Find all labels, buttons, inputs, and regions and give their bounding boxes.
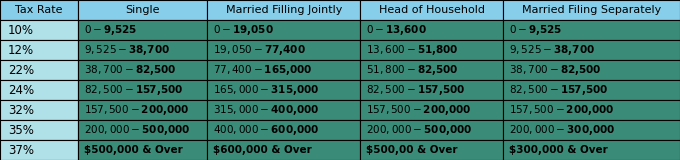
Text: $300,000 & Over: $300,000 & Over xyxy=(509,145,607,155)
Text: $600,000 & Over: $600,000 & Over xyxy=(213,145,311,155)
Text: $51,800 - $82,500: $51,800 - $82,500 xyxy=(366,63,458,77)
Bar xyxy=(503,60,680,80)
Bar xyxy=(207,140,360,160)
Bar xyxy=(78,80,207,100)
Bar xyxy=(360,120,503,140)
Text: $13,600 - $51,800: $13,600 - $51,800 xyxy=(366,43,458,57)
Text: $157,500 - $200,000: $157,500 - $200,000 xyxy=(366,103,471,117)
Text: $82,500 - $157,500: $82,500 - $157,500 xyxy=(366,83,465,97)
Text: $38,700 - $82,500: $38,700 - $82,500 xyxy=(84,63,176,77)
Text: $500,000 & Over: $500,000 & Over xyxy=(84,145,182,155)
Text: 22%: 22% xyxy=(8,64,34,76)
Text: $200,000 - $500,000: $200,000 - $500,000 xyxy=(84,123,190,137)
Text: 37%: 37% xyxy=(8,144,34,156)
Text: 32%: 32% xyxy=(8,104,34,116)
Bar xyxy=(0,100,78,120)
Text: Married Filing Separately: Married Filing Separately xyxy=(522,5,661,15)
Bar xyxy=(78,120,207,140)
Bar xyxy=(0,20,78,40)
Bar xyxy=(360,40,503,60)
Bar xyxy=(503,0,680,20)
Bar xyxy=(360,100,503,120)
Text: $200,000 - $300,000: $200,000 - $300,000 xyxy=(509,123,615,137)
Text: Married Filling Jointly: Married Filling Jointly xyxy=(226,5,342,15)
Text: $157,500 - $200,000: $157,500 - $200,000 xyxy=(84,103,189,117)
Text: $500,00 & Over: $500,00 & Over xyxy=(366,145,458,155)
Text: $200,000 - $500,000: $200,000 - $500,000 xyxy=(366,123,473,137)
Bar xyxy=(503,40,680,60)
Text: $82,500 - $157,500: $82,500 - $157,500 xyxy=(509,83,608,97)
Bar xyxy=(78,140,207,160)
Bar xyxy=(0,120,78,140)
Text: $77,400 - $165,000: $77,400 - $165,000 xyxy=(213,63,313,77)
Text: $165,000 - $315,000: $165,000 - $315,000 xyxy=(213,83,320,97)
Bar xyxy=(78,60,207,80)
Bar xyxy=(503,120,680,140)
Text: $0 - $9,525: $0 - $9,525 xyxy=(509,23,562,37)
Text: $9,525 - $38,700: $9,525 - $38,700 xyxy=(84,43,170,57)
Bar xyxy=(0,0,78,20)
Text: $19,050 - $77,400: $19,050 - $77,400 xyxy=(213,43,306,57)
Bar xyxy=(207,80,360,100)
Text: $400,000 - $600,000: $400,000 - $600,000 xyxy=(213,123,320,137)
Text: $0 - $13,600: $0 - $13,600 xyxy=(366,23,427,37)
Bar xyxy=(0,40,78,60)
Text: $315,000 - $400,000: $315,000 - $400,000 xyxy=(213,103,320,117)
Text: $0 - $19,050: $0 - $19,050 xyxy=(213,23,274,37)
Bar xyxy=(360,60,503,80)
Text: Head of Household: Head of Household xyxy=(379,5,485,15)
Bar xyxy=(503,140,680,160)
Bar xyxy=(503,100,680,120)
Bar xyxy=(207,40,360,60)
Bar xyxy=(207,60,360,80)
Bar xyxy=(78,100,207,120)
Bar xyxy=(207,120,360,140)
Text: $9,525 - $38,700: $9,525 - $38,700 xyxy=(509,43,595,57)
Bar xyxy=(503,20,680,40)
Bar xyxy=(0,140,78,160)
Bar xyxy=(78,40,207,60)
Bar xyxy=(503,80,680,100)
Text: $0 - $9,525: $0 - $9,525 xyxy=(84,23,137,37)
Text: 12%: 12% xyxy=(8,44,34,56)
Bar xyxy=(360,80,503,100)
Bar xyxy=(207,0,360,20)
Text: Tax Rate: Tax Rate xyxy=(16,5,63,15)
Bar xyxy=(207,100,360,120)
Bar xyxy=(78,0,207,20)
Bar xyxy=(360,140,503,160)
Text: 10%: 10% xyxy=(8,24,34,36)
Bar xyxy=(78,20,207,40)
Bar xyxy=(0,60,78,80)
Text: $157,500 - $200,000: $157,500 - $200,000 xyxy=(509,103,614,117)
Bar xyxy=(0,80,78,100)
Bar xyxy=(360,20,503,40)
Text: $38,700 - $82,500: $38,700 - $82,500 xyxy=(509,63,601,77)
Text: 24%: 24% xyxy=(8,84,34,96)
Bar xyxy=(360,0,503,20)
Text: $82,500 - $157,500: $82,500 - $157,500 xyxy=(84,83,183,97)
Bar xyxy=(207,20,360,40)
Text: 35%: 35% xyxy=(8,124,34,136)
Text: Single: Single xyxy=(126,5,160,15)
